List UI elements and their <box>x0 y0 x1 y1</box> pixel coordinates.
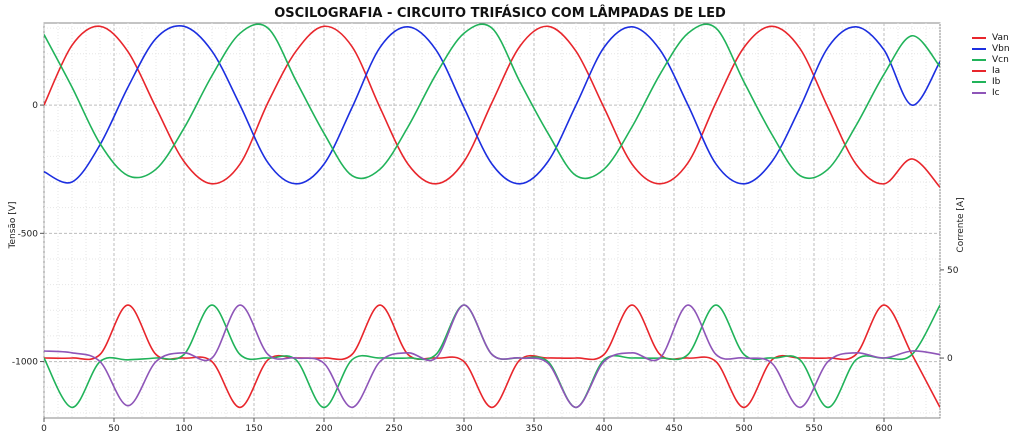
grid-lines <box>43 23 941 418</box>
x-tick-label: 200 <box>315 424 332 434</box>
x-tick-label: 0 <box>41 424 47 434</box>
legend-swatch <box>972 69 986 72</box>
y-tick-label: -1000 <box>12 358 38 368</box>
plot-area <box>43 22 941 419</box>
legend-item-van: Van <box>972 32 1010 43</box>
series-line-van <box>44 25 940 188</box>
legend-item-ib: Ib <box>972 76 1010 87</box>
legend-label: Ib <box>992 76 1001 87</box>
chart-title: OSCILOGRAFIA - CIRCUITO TRIFÁSICO COM LÂ… <box>274 6 726 21</box>
legend-label: Van <box>992 32 1009 43</box>
legend-label: Vbn <box>992 43 1010 54</box>
x-tick-label: 400 <box>595 424 612 434</box>
series-line-vcn <box>44 23 940 180</box>
axes: 0 50 100 150 200 250 300 350 400 450 500 550 6000-50… <box>12 101 959 434</box>
y2-axis-label: Corrente [A] <box>956 197 966 252</box>
x-tick-label: 100 <box>175 424 192 434</box>
legend-item-ia: Ia <box>972 65 1010 76</box>
legend-swatch <box>972 36 986 39</box>
x-tick-label: 450 <box>665 424 682 434</box>
series-layer <box>44 23 940 409</box>
legend: Van Vbn Vcn Ia Ib Ic <box>972 32 1010 98</box>
legend-label: Vcn <box>992 54 1009 65</box>
legend-swatch <box>972 80 986 83</box>
legend-label: Ia <box>992 65 1001 76</box>
legend-swatch <box>972 47 986 50</box>
series-line-ia <box>44 304 940 409</box>
y2-tick-label: 0 <box>947 354 953 364</box>
x-tick-label: 500 <box>735 424 752 434</box>
legend-item-ic: Ic <box>972 87 1010 98</box>
y-tick-label: -500 <box>18 229 39 239</box>
legend-swatch <box>972 58 986 61</box>
x-tick-label: 600 <box>875 424 892 434</box>
legend-swatch <box>972 91 986 94</box>
y-axis-label: Tensão [V] <box>8 202 18 250</box>
x-tick-label: 300 <box>455 424 472 434</box>
x-tick-label: 250 <box>385 424 402 434</box>
legend-label: Ic <box>992 87 1000 98</box>
legend-item-vbn: Vbn <box>972 43 1010 54</box>
series-line-ic <box>44 304 940 409</box>
legend-item-vcn: Vcn <box>972 54 1010 65</box>
y2-tick-label: 50 <box>947 266 959 276</box>
y-tick-label: 0 <box>32 101 38 111</box>
series-line-vbn <box>44 25 940 185</box>
x-tick-label: 550 <box>805 424 822 434</box>
x-tick-label: 150 <box>245 424 262 434</box>
x-tick-label: 50 <box>108 424 120 434</box>
x-tick-label: 350 <box>525 424 542 434</box>
